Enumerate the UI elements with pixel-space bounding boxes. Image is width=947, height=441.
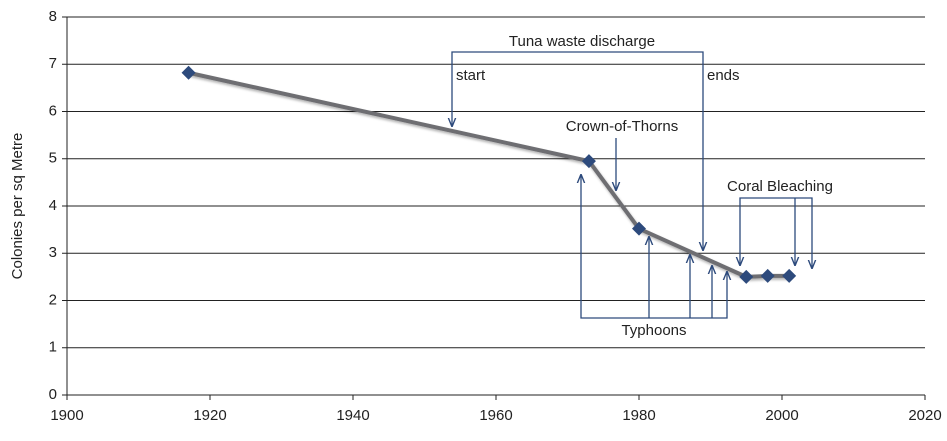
- y-tick-label: 4: [49, 197, 57, 214]
- x-tick-label: 1940: [336, 407, 369, 424]
- x-tick-label: 2020: [908, 407, 941, 424]
- annotations: Tuna waste discharge start ends Crown-of…: [452, 33, 833, 339]
- data-point: [782, 268, 797, 283]
- annotation: Coral Bleaching: [727, 178, 833, 195]
- y-tick-label: 8: [49, 8, 57, 25]
- annotation: start: [456, 67, 486, 84]
- y-tick-label: 1: [49, 339, 57, 356]
- y-axis-label: Colonies per sq Metre: [9, 133, 26, 280]
- y-tick-label: 0: [49, 386, 57, 403]
- x-tick-label: 1920: [193, 407, 226, 424]
- y-tick-label: 5: [49, 150, 57, 167]
- series-line: [188, 70, 790, 279]
- data-point: [181, 65, 196, 80]
- y-tick-label: 3: [49, 244, 57, 261]
- annotation: ends: [707, 67, 740, 84]
- y-tick-label: 7: [49, 55, 57, 72]
- x-tick-label: 1960: [479, 407, 512, 424]
- y-tick-label: 6: [49, 102, 57, 119]
- x-tick-label: 2000: [765, 407, 798, 424]
- annotation: Tuna waste discharge: [509, 33, 655, 50]
- y-tick-label: 2: [49, 291, 57, 308]
- annotation: Crown-of-Thorns: [566, 118, 679, 135]
- annotation: Typhoons: [621, 322, 686, 339]
- x-tick-label: 1980: [622, 407, 655, 424]
- data-point: [739, 269, 754, 284]
- data-point: [760, 268, 775, 283]
- x-tick-label: 1900: [50, 407, 83, 424]
